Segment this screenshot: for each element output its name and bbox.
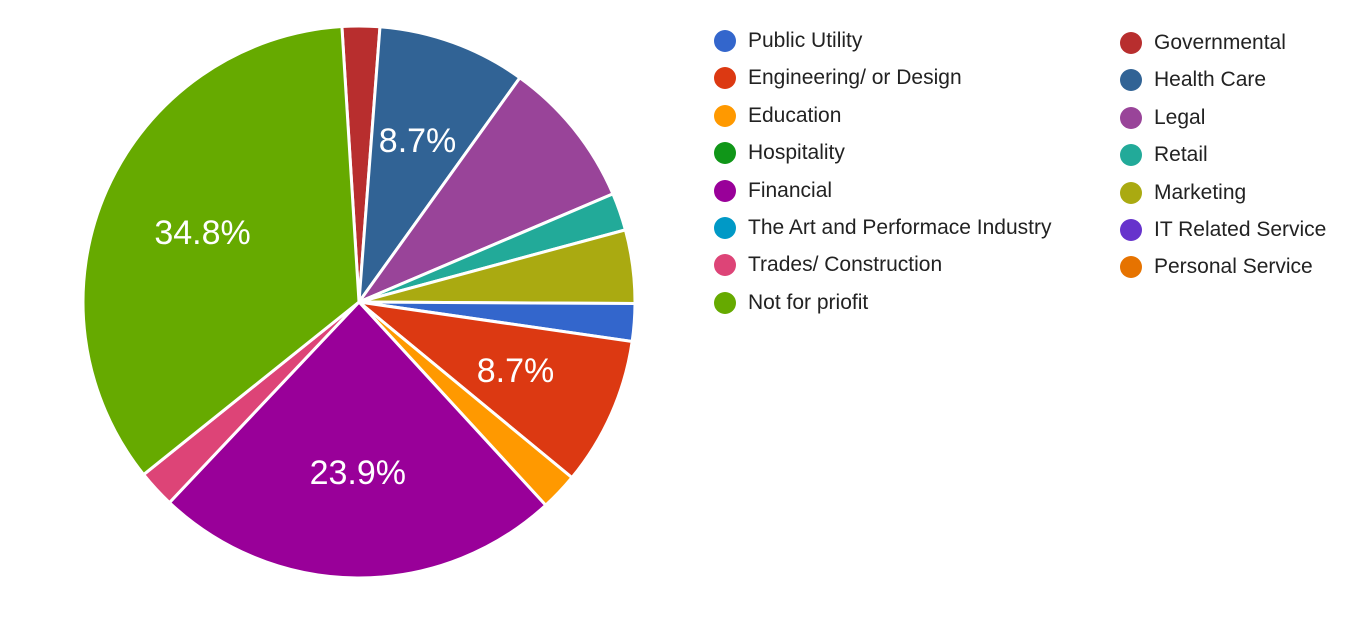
- legend-label: Retail: [1154, 143, 1208, 167]
- pie-chart-svg: 8.7% 8.7% 23.9% 34.8%: [81, 24, 637, 580]
- legend-item[interactable]: Hospitality: [714, 140, 845, 166]
- slice-label-health-care: 8.7%: [379, 122, 457, 160]
- legend-color-swatch: [1120, 69, 1142, 92]
- legend-item[interactable]: Retail: [1120, 142, 1208, 168]
- legend-label: Financial: [748, 178, 833, 202]
- legend-color-swatch: [714, 67, 736, 90]
- legend-color-swatch: [1120, 144, 1142, 167]
- pie-chart: 8.7% 8.7% 23.9% 34.8%: [81, 24, 637, 580]
- legend-label: Education: [748, 103, 842, 127]
- legend-item[interactable]: Not for priofit: [714, 290, 868, 316]
- legend-color-swatch: [714, 291, 736, 314]
- legend-color-swatch: [714, 179, 736, 202]
- legend-label: Not for priofit: [748, 290, 869, 314]
- legend-label: Engineering/ or Design: [748, 66, 962, 90]
- pie-slice-not-for-priofit[interactable]: [81, 24, 361, 477]
- slice-label-not-for-priofit: 34.8%: [154, 214, 250, 252]
- legend-item[interactable]: IT Related Service: [1120, 217, 1326, 243]
- legend-item[interactable]: Health Care: [1120, 67, 1266, 93]
- legend-color-swatch: [1120, 181, 1142, 204]
- legend-label: Marketing: [1154, 180, 1247, 204]
- legend-label: IT Related Service: [1154, 218, 1327, 241]
- legend-label: Health Care: [1154, 68, 1267, 92]
- legend-color-swatch: [714, 217, 736, 239]
- slice-label-financial: 23.9%: [310, 454, 406, 492]
- legend-label: The Art and Performace Industry: [748, 216, 1052, 239]
- legend-item[interactable]: The Art and Performace Industry: [714, 215, 1051, 241]
- pie-slice-legal[interactable]: [354, 75, 615, 306]
- legend-item[interactable]: Financial: [714, 178, 832, 204]
- legend-label: Hospitality: [748, 141, 845, 165]
- slice-label-engineering-or-design: 8.7%: [477, 352, 555, 390]
- legend-color-swatch: [1120, 32, 1142, 54]
- legend-label: Personal Service: [1154, 255, 1313, 279]
- legend-item[interactable]: Public Utility: [714, 28, 862, 54]
- pie-slice-engineering-or-design[interactable]: [353, 299, 634, 480]
- legend-label: Governmental: [1154, 31, 1286, 54]
- legend-label: Trades/ Construction: [748, 253, 943, 277]
- pie-slice-health-care[interactable]: [357, 25, 522, 308]
- legend-color-swatch: [1120, 106, 1142, 129]
- pie-slice-financial[interactable]: [167, 299, 548, 580]
- legend-color-swatch: [714, 142, 736, 165]
- legend-label: Public Utility: [748, 29, 863, 52]
- legend-color-swatch: [714, 30, 736, 52]
- legend-item[interactable]: Education: [714, 103, 841, 129]
- legend-item[interactable]: Legal: [1120, 105, 1205, 131]
- legend-color-swatch: [714, 254, 736, 277]
- legend-color-swatch: [714, 104, 736, 127]
- legend-color-swatch: [1120, 219, 1142, 241]
- legend-item[interactable]: Governmental: [1120, 30, 1286, 56]
- legend-label: Legal: [1154, 105, 1206, 129]
- legend-color-swatch: [1120, 256, 1142, 279]
- legend-item[interactable]: Trades/ Construction: [714, 252, 942, 278]
- legend-item[interactable]: Personal Service: [1120, 254, 1313, 280]
- legend-item[interactable]: Engineering/ or Design: [714, 65, 962, 91]
- legend-item[interactable]: Marketing: [1120, 180, 1246, 206]
